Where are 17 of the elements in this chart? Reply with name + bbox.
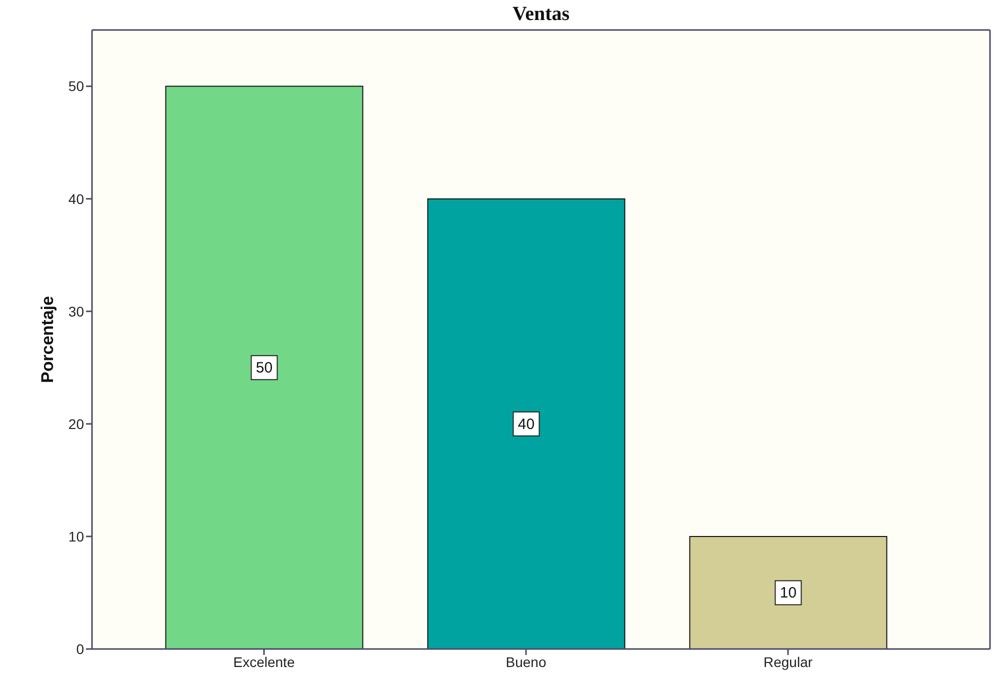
y-tick-label: 10 — [68, 528, 84, 544]
y-tick-label: 40 — [68, 190, 84, 207]
x-tick-label: Bueno — [506, 654, 546, 670]
y-tick-label: 30 — [68, 303, 84, 320]
bar — [427, 198, 626, 649]
y-tick-label: 50 — [68, 78, 84, 94]
bar — [689, 536, 888, 649]
x-tick-label: Excelente — [233, 654, 295, 670]
y-tick-label: 0 — [76, 640, 84, 657]
data-label: 10 — [780, 584, 797, 602]
chart-title: Ventas — [511, 2, 571, 26]
y-axis-title: Porcentaje — [38, 296, 56, 383]
data-label: 40 — [518, 416, 535, 433]
bar — [165, 86, 364, 649]
y-tick-label: 20 — [68, 416, 84, 432]
data-label: 50 — [256, 360, 273, 377]
x-tick-label: Regular — [763, 654, 813, 670]
